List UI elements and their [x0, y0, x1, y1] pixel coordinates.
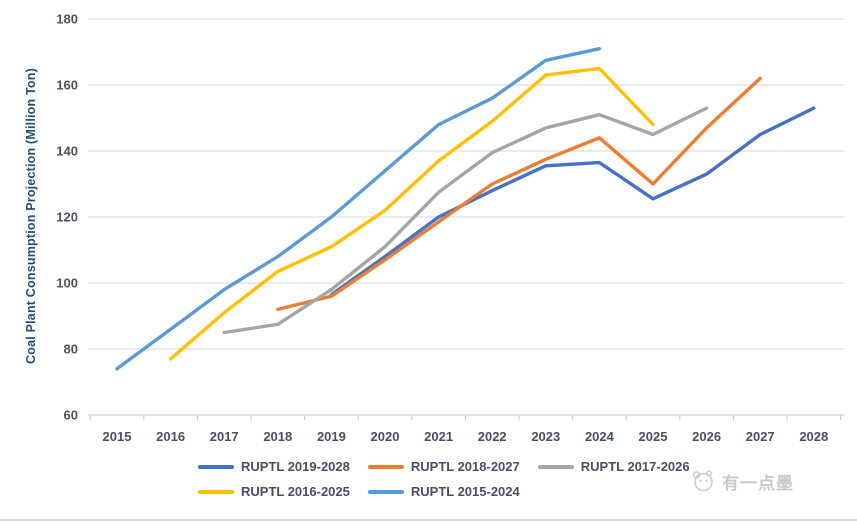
y-axis-title: Coal Plant Consumption Projection (Milli… [24, 68, 38, 364]
watermark-text: 有一点墨 [722, 473, 794, 493]
x-tick-label: 2017 [210, 429, 239, 444]
legend-label: RUPTL 2019-2028 [241, 459, 350, 474]
x-tick-label: 2027 [746, 429, 775, 444]
series-line-ruptl-2017-2026 [222, 106, 709, 335]
series-line-ruptl-2016-2025 [168, 66, 655, 361]
x-tick-label: 2016 [156, 429, 185, 444]
legend-label: RUPTL 2015-2024 [410, 484, 520, 499]
legend-item-ruptl-2017-2026: RUPTL 2017-2026 [537, 459, 690, 474]
x-tick-label: 2021 [424, 429, 453, 444]
x-tick-label: 2025 [639, 429, 668, 444]
series-line-ruptl-2019-2028 [329, 106, 816, 297]
legend-item-ruptl-2019-2028: RUPTL 2019-2028 [198, 459, 350, 474]
legend-label: RUPTL 2017-2026 [580, 459, 690, 474]
y-tick-label: 160 [56, 78, 78, 93]
legend-label: RUPTL 2018-2027 [410, 459, 520, 474]
panda-doodle-icon [692, 470, 713, 492]
x-tick-label: 2018 [263, 429, 292, 444]
x-tick-label: 2019 [317, 429, 346, 444]
legend-swatch [537, 464, 574, 469]
y-tick-label: 180 [56, 12, 78, 27]
legend-item-ruptl-2016-2025: RUPTL 2016-2025 [198, 484, 350, 499]
x-tick-label: 2020 [371, 429, 400, 444]
series-line-ruptl-2018-2027 [276, 76, 762, 312]
legend-item-ruptl-2015-2024: RUPTL 2015-2024 [367, 484, 520, 499]
x-tick-label: 2023 [531, 429, 560, 444]
y-tick-label: 100 [56, 276, 78, 291]
legend-swatch [367, 464, 404, 469]
x-tick-label: 2026 [692, 429, 721, 444]
legend-label: RUPTL 2016-2025 [241, 484, 350, 499]
legend-swatch [198, 489, 234, 494]
y-tick-label: 140 [56, 144, 78, 159]
bottom-edge-divider [0, 519, 857, 521]
watermark: 有一点墨 [690, 468, 794, 494]
legend: RUPTL 2019-2028 RUPTL 2018-2027 RUPTL 2017… [198, 459, 712, 499]
legend-item-ruptl-2018-2027: RUPTL 2018-2027 [367, 459, 520, 474]
x-tick-label: 2028 [799, 429, 828, 444]
y-tick-label: 120 [56, 210, 78, 225]
x-tick-label: 2024 [585, 429, 615, 444]
x-tick-label: 2022 [478, 429, 507, 444]
x-tick-label: 2015 [103, 429, 132, 444]
legend-swatch [198, 464, 234, 469]
series-line-ruptl-2015-2024 [115, 47, 602, 371]
y-tick-label: 80 [64, 342, 78, 357]
y-tick-label: 60 [64, 408, 78, 423]
legend-swatch [367, 489, 404, 494]
